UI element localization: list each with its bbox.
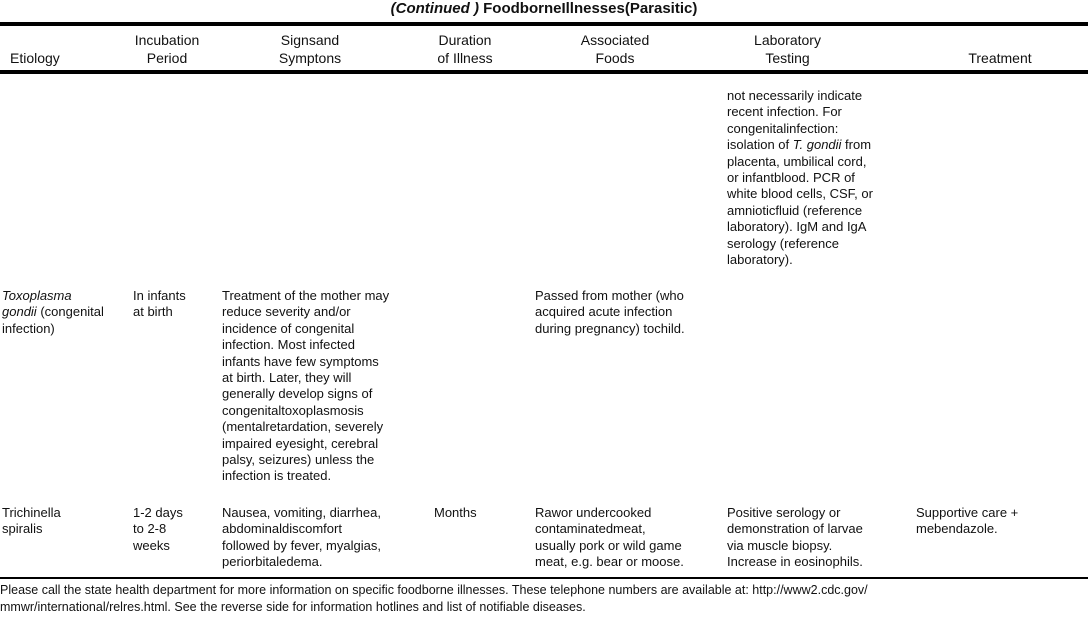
row-0-lab: not necessarily indicate recent infectio… xyxy=(727,88,873,268)
row-2-signs: Nausea, vomiting, diarrhea, abdominaldis… xyxy=(222,505,381,570)
row-1-incubation: In infants at birth xyxy=(133,288,186,320)
row-2-treatment: Supportive care + mebendazole. xyxy=(916,505,1019,537)
etiology-rest: (congenital infection) xyxy=(2,304,104,336)
header-foods: Associated Foods xyxy=(580,32,650,66)
header-treatment: Treatment xyxy=(968,50,1032,66)
header-signs: Signsand Symptons xyxy=(278,32,342,66)
continued-label: (Continued ) xyxy=(390,0,479,17)
title-text: FoodborneIllnesses(Parasitic) xyxy=(483,0,698,17)
lab-italic: T. gondii xyxy=(792,137,842,153)
header-lab: Laboratory Testing xyxy=(754,32,821,66)
header-incubation: Incubation Period xyxy=(134,32,200,66)
etiology-italic: Toxoplasma gondii xyxy=(2,288,72,320)
row-1-foods: Passed from mother (who acquired acute i… xyxy=(535,288,685,336)
row-1-etiology: Toxoplasma gondii (congenital infection) xyxy=(2,288,104,337)
row-1-signs: Treatment of the mother may reduce sever… xyxy=(222,288,390,484)
top-rule xyxy=(0,22,1088,26)
footer-note: Please call the state health department … xyxy=(0,583,868,614)
row-2-lab: Positive serology or demonstration of la… xyxy=(727,505,863,570)
row-2-etiology: Trichinella spiralis xyxy=(2,505,61,537)
row-2-incubation: 1-2 days to 2-8 weeks xyxy=(133,505,183,553)
header-etiology: Etiology xyxy=(10,50,60,66)
row-2-foods: Rawor undercooked contaminatedmeat, usua… xyxy=(535,505,684,570)
table-title: (Continued ) FoodborneIllnesses(Parasiti… xyxy=(0,0,1088,18)
row-2-duration: Months xyxy=(434,505,477,520)
lab-text-rest: from placenta, umbilical cord, or infant… xyxy=(727,137,873,268)
header-duration: Duration of Illness xyxy=(437,32,493,66)
header-rule xyxy=(0,70,1088,74)
bottom-rule xyxy=(0,577,1088,579)
lab-text: not necessarily indicate recent infectio… xyxy=(727,88,863,153)
